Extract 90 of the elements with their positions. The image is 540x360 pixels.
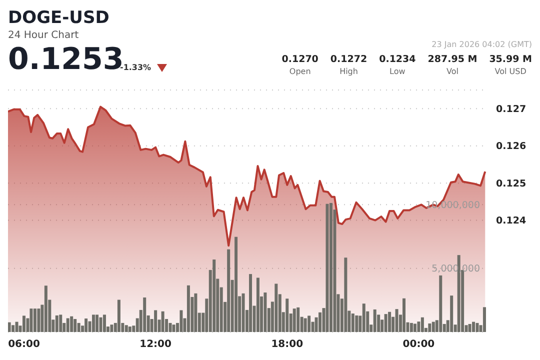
x-tick-label: 00:00 [402,339,435,350]
text: 287.95 M [428,54,478,65]
y-tick-label: 0.127 [496,104,526,115]
bar [355,315,358,332]
bar [102,314,106,332]
bar [234,236,238,332]
bar [264,292,267,332]
text: Low [388,67,406,76]
bar [329,202,332,332]
bar [180,310,183,332]
x-tick-label: 18:00 [271,339,304,350]
bar [410,322,413,332]
x-tick-label: 06:00 [8,339,40,350]
bar [420,317,424,332]
bar [8,322,11,332]
bar [384,314,388,332]
bar [344,258,348,332]
text: -1.33% [120,63,152,72]
bar [186,285,190,332]
bar [450,296,454,332]
x-tick-label: 12:00 [140,339,172,350]
bar [55,315,58,332]
bar [304,318,307,332]
bar [96,314,99,332]
bar [417,322,420,332]
bar [30,308,33,332]
bar [362,304,366,332]
bar [124,325,128,332]
bar [428,323,432,332]
bar [402,298,406,332]
y-tick-label: 0.125 [496,178,526,190]
bar [274,284,278,332]
bar [476,322,479,332]
bar [12,325,15,332]
bar [249,274,252,332]
bar [256,278,260,332]
bar [22,316,26,332]
bar [439,275,442,332]
chart-subtitle: 24 Hour Chart [8,30,79,41]
bar [482,307,486,332]
bar [172,324,176,332]
bar [413,324,416,332]
bar [326,204,329,332]
bar [117,300,120,332]
text: Open [288,67,312,76]
bar [110,324,114,332]
bar [308,316,311,332]
bar [161,311,164,332]
text: 0.1270 [282,54,318,65]
bar [292,308,296,332]
bar [33,308,36,332]
bar [242,293,245,332]
bar [143,297,146,332]
bar [472,322,476,332]
bar [70,316,74,332]
text: 0.1234 [379,54,416,65]
bar [99,317,102,332]
bar [92,314,96,332]
bar [227,249,230,332]
bar [44,286,48,332]
bar [77,322,80,332]
bar [432,322,435,332]
y-tick-label: 0.126 [496,141,526,152]
bar [84,318,88,332]
bar [74,319,77,332]
bar [286,298,289,332]
bar [15,322,18,332]
text: 0.1272 [330,54,368,65]
text: 35.99 M [489,54,532,65]
bar [37,308,40,332]
bar [395,309,398,332]
text: 23 Jan 2026 04:02 (GMT) [432,40,532,49]
text: Vol [445,67,460,76]
bar [351,314,354,332]
bar [194,293,198,332]
bar [373,309,376,332]
chart-title: DOGE-USD [8,8,110,28]
bar [66,318,70,332]
bar [388,312,392,332]
bar [154,310,158,332]
bar [59,314,62,332]
bar [468,324,472,332]
text: High [338,67,359,76]
y-tick-label: 0.124 [496,216,526,227]
bar [168,322,172,332]
bar [296,307,300,332]
bar [212,260,216,332]
text: Vol USD [494,67,528,76]
bar [318,312,322,332]
bar [128,326,132,332]
